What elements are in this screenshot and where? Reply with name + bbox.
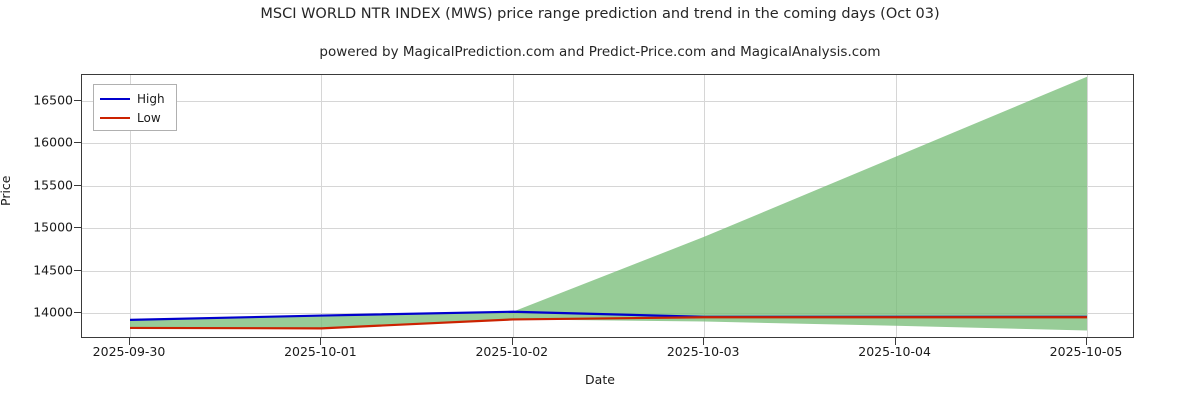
y-tick-label: 16500: [33, 92, 73, 108]
series-layer: [129, 76, 1087, 331]
gridline-vertical: [704, 75, 706, 337]
gridline-vertical: [321, 75, 323, 337]
prediction-range-band: [130, 76, 1087, 331]
y-tick-label: 14500: [33, 262, 73, 278]
legend-swatch-high: [100, 98, 130, 101]
x-tick-mark: [511, 338, 513, 345]
y-tick-label: 16000: [33, 134, 73, 150]
x-tick-label: 2025-10-05: [1049, 344, 1123, 359]
plot-area: [81, 74, 1134, 338]
x-tick-mark: [894, 338, 896, 345]
chart-subtitle: powered by MagicalPrediction.com and Pre…: [319, 44, 881, 60]
y-tick-mark: [74, 269, 81, 271]
y-tick-mark: [74, 227, 81, 229]
legend-swatch-low: [100, 117, 130, 120]
y-tick-label: 14000: [33, 304, 73, 320]
y-tick-mark: [74, 184, 81, 186]
x-tick-label: 2025-10-04: [858, 344, 931, 359]
x-tick-mark: [703, 338, 705, 345]
gridline-vertical: [130, 75, 131, 337]
chart-title: MSCI WORLD NTR INDEX (MWS) price range p…: [260, 6, 940, 22]
x-tick-mark: [129, 338, 130, 345]
legend: High Low: [93, 84, 177, 131]
x-tick-label: 2025-10-03: [666, 344, 740, 359]
y-tick-mark: [74, 99, 81, 101]
legend-label-high: High: [137, 92, 165, 106]
gridline-horizontal: [82, 100, 1133, 102]
x-tick-label: 2025-09-30: [92, 344, 166, 359]
x-tick-label: 2025-10-02: [475, 344, 549, 359]
gridline-vertical: [1087, 75, 1088, 337]
gridline-horizontal: [82, 143, 1133, 145]
series-line-low: [129, 316, 1087, 330]
x-tick-label: 2025-10-01: [284, 344, 357, 359]
gridline-horizontal: [82, 270, 1133, 272]
x-tick-mark: [1086, 338, 1087, 345]
y-tick-label: 15000: [33, 219, 73, 235]
gridline-horizontal: [82, 185, 1133, 187]
legend-label-low: Low: [137, 111, 161, 125]
y-tick-label: 15500: [33, 177, 73, 193]
x-axis-label: Date: [585, 372, 615, 387]
gridline-vertical: [512, 75, 514, 337]
gridline-horizontal: [82, 228, 1133, 230]
y-tick-mark: [74, 142, 81, 144]
y-tick-mark: [74, 312, 81, 314]
x-tick-mark: [320, 338, 322, 345]
